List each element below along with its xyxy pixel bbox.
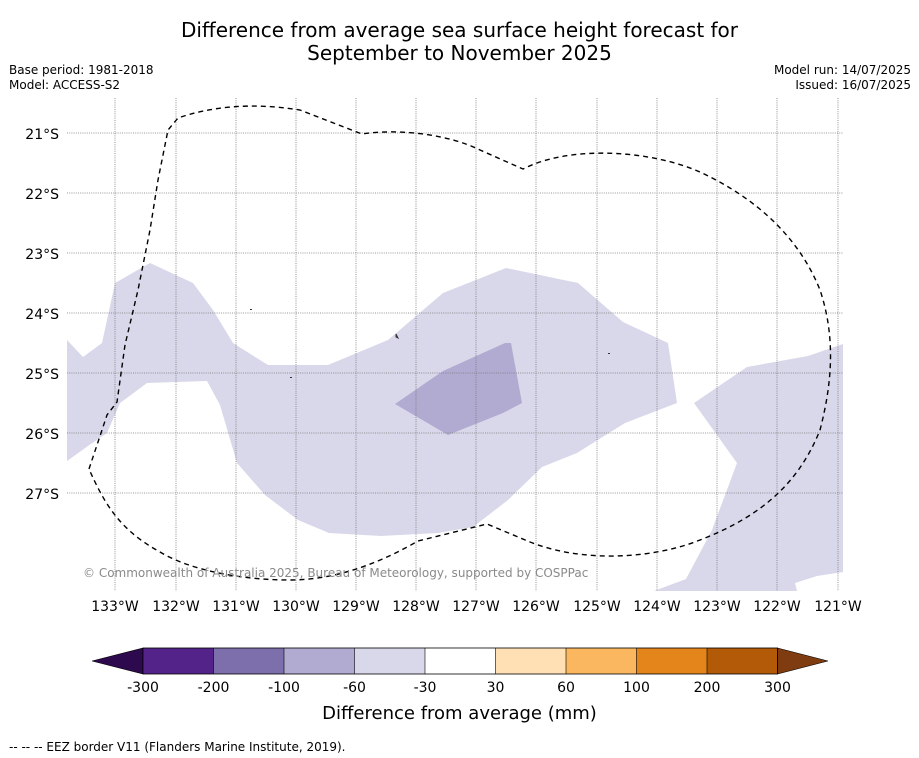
anomaly-region-mid [395,343,522,435]
latitude-labels: 21°S 22°S 23°S 24°S 25°S 26°S 27°S [25,127,59,503]
colorbar-segment [354,648,425,674]
lon-label: 123°W [693,599,741,615]
lon-label: 132°W [152,599,200,615]
colorbar-tick-label: -300 [127,680,159,696]
lon-label: 128°W [392,599,440,615]
colorbar-tick-label: 100 [623,680,650,696]
lon-label: 124°W [633,599,681,615]
title-line-2: September to November 2025 [307,41,612,65]
lat-label: 22°S [25,187,59,203]
island-marker [290,377,292,378]
lon-label: 121°W [814,599,862,615]
lat-label: 25°S [25,367,59,383]
colorbar-segment [566,648,637,674]
lat-label: 21°S [25,127,59,143]
colorbar-tick-label: -60 [343,680,366,696]
lat-label: 24°S [25,307,59,323]
colorbar-segment [707,648,778,674]
copyright-credit: © Commonwealth of Australia 2025, Bureau… [83,566,588,580]
colorbar-tick-label: -200 [198,680,230,696]
lon-label: 127°W [452,599,500,615]
meta-right: Model run: 14/07/2025 Issued: 16/07/2025 [774,63,911,93]
lon-label: 131°W [212,599,260,615]
colorbar-extend-high [777,647,829,675]
map-panel: © Commonwealth of Australia 2025, Bureau… [25,98,862,615]
model-name: Model: ACCESS-S2 [9,78,121,92]
lon-label: 125°W [573,599,621,615]
colorbar-tick-label: 300 [764,680,791,696]
meta-left: Base period: 1981-2018 Model: ACCESS-S2 [9,63,154,93]
base-period: Base period: 1981-2018 [9,63,154,77]
lat-label: 23°S [25,247,59,263]
eez-footnote: -- -- -- EEZ border V11 (Flanders Marine… [9,740,346,754]
colorbar-tick-label: -100 [268,680,300,696]
gridlines [67,98,843,591]
chart-title: Difference from average sea surface heig… [0,19,919,65]
colorbar-tick-label: 30 [487,680,505,696]
colorbar-segment [213,648,284,674]
colorbar-tick-labels: -300 -200 -100 -60 -30 30 60 100 200 300 [127,680,791,696]
issued-date: Issued: 16/07/2025 [795,78,911,92]
colorbar-segment [495,648,566,674]
colorbar-dividers [213,648,708,674]
colorbar-label: Difference from average (mm) [322,703,597,724]
island-marker [395,333,400,340]
longitude-labels: 133°W 132°W 131°W 130°W 129°W 128°W 127°… [91,599,862,615]
eez-border [88,105,832,581]
lon-label: 130°W [272,599,320,615]
island-marker [250,309,252,310]
colorbar-segment [284,648,355,674]
title-line-1: Difference from average sea surface heig… [180,18,739,42]
map-figure: © Commonwealth of Australia 2025, Bureau… [25,98,862,696]
lat-label: 27°S [25,487,59,503]
lon-label: 129°W [332,599,380,615]
colorbar-extend-low [91,647,144,675]
anomaly-region-light-east [654,344,843,591]
colorbar-tick-label: 200 [694,680,721,696]
colorbar-segment [143,648,214,674]
lon-label: 133°W [91,599,139,615]
colorbar: -300 -200 -100 -60 -30 30 60 100 200 300 [91,647,829,696]
colorbar-tick-label: -30 [414,680,437,696]
colorbar-segment [636,648,707,674]
lon-label: 122°W [753,599,801,615]
island-marker [608,353,610,354]
lon-label: 126°W [512,599,560,615]
colorbar-tick-label: 60 [557,680,575,696]
colorbar-outline [142,647,778,675]
colorbar-segment [425,648,496,674]
model-run: Model run: 14/07/2025 [773,63,911,77]
anomaly-region-light [67,263,677,536]
lat-label: 26°S [25,427,59,443]
